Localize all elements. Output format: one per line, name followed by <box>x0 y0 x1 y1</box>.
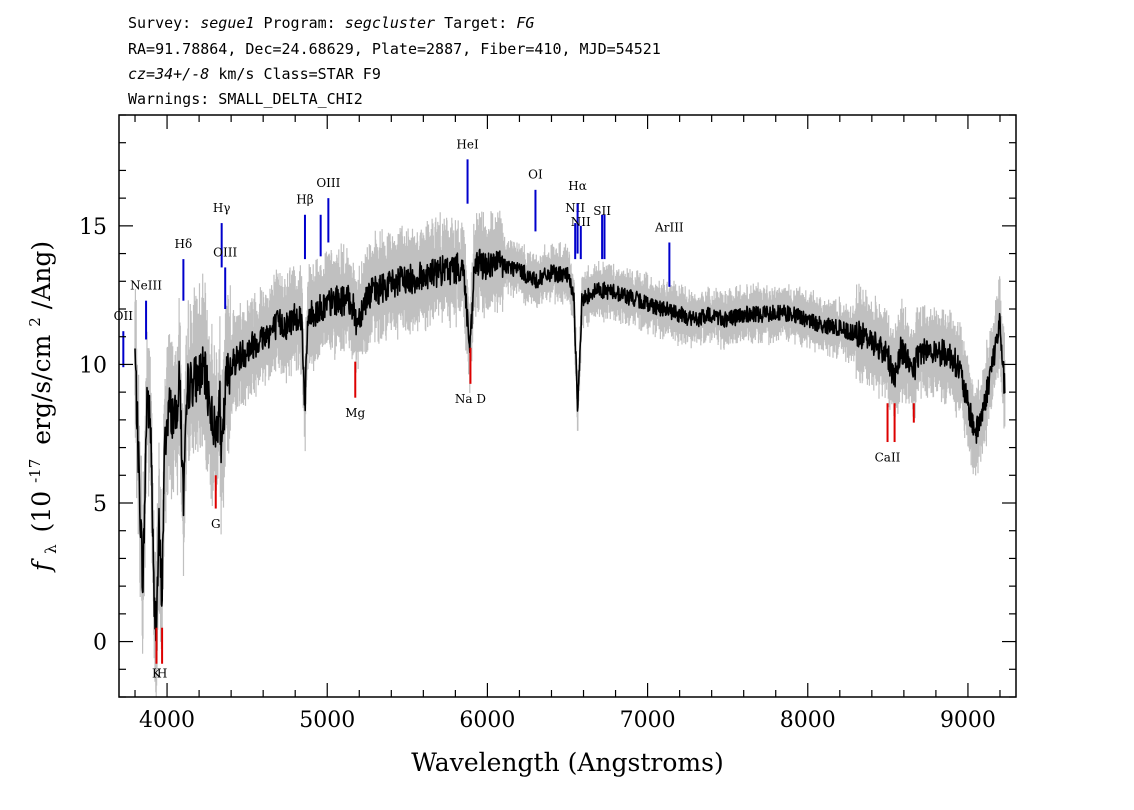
line-label: OIII <box>213 245 237 259</box>
y-label-tail: /Ang) <box>27 241 56 309</box>
flux-series <box>134 248 1006 642</box>
y-axis-label: f λ (10 -17 erg/s/cm 2 /Ang) <box>17 241 62 573</box>
line-label: Mg <box>345 406 365 420</box>
line-label: G <box>211 517 221 531</box>
y-tick-label: 15 <box>79 215 107 240</box>
y-tick-label: 10 <box>79 353 107 378</box>
line-label: OI <box>528 168 543 182</box>
spectral-line-markers: OIINeIIIHδHγOIIIHβOIIIHeIOINIIHαNIISIIAr… <box>114 137 915 681</box>
target-value: FG <box>516 14 534 32</box>
y-tick-label: 0 <box>93 631 107 656</box>
header-line-4: Warnings: SMALL_DELTA_CHI2 <box>128 90 363 108</box>
y-label-exponent: -17 <box>26 459 44 483</box>
line-label: HeI <box>456 137 479 151</box>
class-value: km/s Class=STAR F9 <box>218 65 381 83</box>
plot-frame <box>118 114 1017 698</box>
program-value: segcluster <box>345 14 435 32</box>
line-label: ArIII <box>654 220 684 234</box>
header-line-3: cz=34+/-8 km/s Class=STAR F9 <box>128 65 381 83</box>
flux-line <box>134 248 1006 642</box>
line-label: NII <box>571 215 591 229</box>
line-label: H <box>157 667 167 681</box>
y-label-units-exponent: 2 <box>26 317 44 327</box>
line-label: Hβ <box>296 193 313 207</box>
line-label: SII <box>593 204 611 218</box>
y-label-units: erg/s/cm <box>27 334 56 444</box>
axis-ticks: 4000 5000 6000 7000 8000 9000 0 5 10 15 <box>79 114 1016 733</box>
x-tick-label: 6000 <box>459 708 515 733</box>
line-label: OII <box>114 309 134 323</box>
line-label: NII <box>565 201 585 215</box>
line-label: Hδ <box>175 237 193 251</box>
line-label: Na D <box>455 392 486 406</box>
y-label-symbol: f <box>27 558 56 573</box>
x-tick-label: 5000 <box>299 708 355 733</box>
line-label: Hγ <box>213 201 231 215</box>
y-label-open: (10 <box>27 491 56 533</box>
x-tick-label: 7000 <box>620 708 676 733</box>
header-line-2: RA=91.78864, Dec=24.68629, Plate=2887, F… <box>128 40 661 58</box>
target-label: Target: <box>444 14 507 32</box>
line-label: OIII <box>316 176 340 190</box>
survey-value: segue1 <box>200 14 254 32</box>
x-tick-label: 9000 <box>940 708 996 733</box>
line-label: NeIII <box>130 279 162 293</box>
line-label: K <box>152 667 162 681</box>
line-label: CaII <box>875 450 901 464</box>
line-label: Hα <box>568 179 587 193</box>
x-axis-label: Wavelength (Angstroms) <box>411 748 723 777</box>
header-line-1: Survey: segue1 Program: segcluster Targe… <box>128 14 534 32</box>
y-label-subscript: λ <box>42 544 60 554</box>
program-label: Program: <box>263 14 335 32</box>
x-tick-label: 4000 <box>139 708 195 733</box>
y-tick-label: 5 <box>93 492 107 517</box>
survey-label: Survey: <box>128 14 191 32</box>
x-tick-label: 8000 <box>780 708 836 733</box>
redshift-value: cz=34+/-8 <box>128 65 209 83</box>
